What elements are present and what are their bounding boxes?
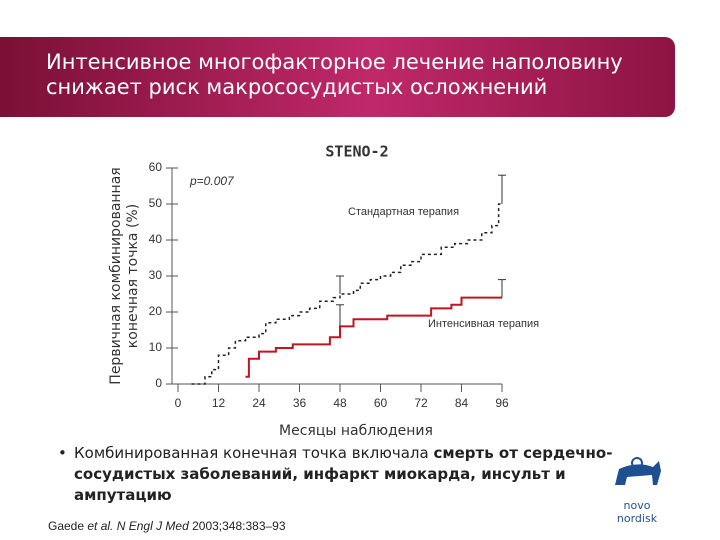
- y-label-line: конечная точка (%): [125, 204, 141, 348]
- citation: Gaede et al. N Engl J Med 2003;348:383–9…: [48, 519, 286, 533]
- x-tick-label: 60: [374, 396, 388, 410]
- title-banner: [0, 37, 675, 117]
- y-tick-label: 10: [149, 340, 163, 354]
- y-tick-label: 50: [149, 196, 163, 210]
- y-tick-label: 30: [149, 268, 163, 282]
- slide-title: Интенсивное многофакторное лечение напол…: [46, 50, 623, 100]
- x-tick-label: 36: [293, 396, 307, 410]
- y-tick-label: 0: [155, 376, 162, 390]
- x-tick-label: 72: [414, 396, 428, 410]
- x-tick-label: 24: [252, 396, 266, 410]
- y-tick-label: 60: [149, 160, 163, 174]
- y-axis-label: Первичная комбинированнаяконечная точка …: [108, 167, 141, 384]
- logo: novo nordisk: [602, 455, 672, 525]
- title-line: Интенсивное многофакторное лечение напол…: [46, 50, 623, 74]
- x-tick-label: 12: [212, 396, 226, 410]
- series-label: Интенсивная терапия: [428, 318, 539, 330]
- series-line: [245, 296, 502, 378]
- y-label-line: Первичная комбинированная: [108, 167, 124, 384]
- x-tick-label: 96: [495, 396, 509, 410]
- x-tick-label: 48: [333, 396, 347, 410]
- y-tick-label: 20: [149, 304, 163, 318]
- title-line: снижает риск макрососудистых осложнений: [46, 75, 548, 99]
- y-tick-label: 40: [149, 232, 163, 246]
- citation-text: Gaede: [48, 519, 88, 533]
- logo-icon: [615, 457, 661, 485]
- x-tick-label: 0: [175, 396, 182, 410]
- logo-text: novo nordisk: [616, 499, 658, 525]
- bullet-text: смерть от сердечно-сосудистых заболевани…: [74, 444, 613, 504]
- series-line: [191, 203, 502, 385]
- series-label: Стандартная терапия: [348, 206, 459, 218]
- bullet: Комбинированная конечная точка включала …: [58, 443, 614, 506]
- x-axis-label: Месяцы наблюдения: [279, 423, 433, 439]
- x-tick-label: 84: [455, 396, 469, 410]
- citation-text: 2003;348:383–93: [188, 519, 286, 533]
- p-value: p=0.007: [189, 174, 235, 188]
- bullet-text: Комбинированная конечная точка включала: [74, 444, 434, 462]
- citation-text: et al. N Engl J Med: [87, 519, 189, 533]
- chart-title: STENO-2: [325, 143, 388, 161]
